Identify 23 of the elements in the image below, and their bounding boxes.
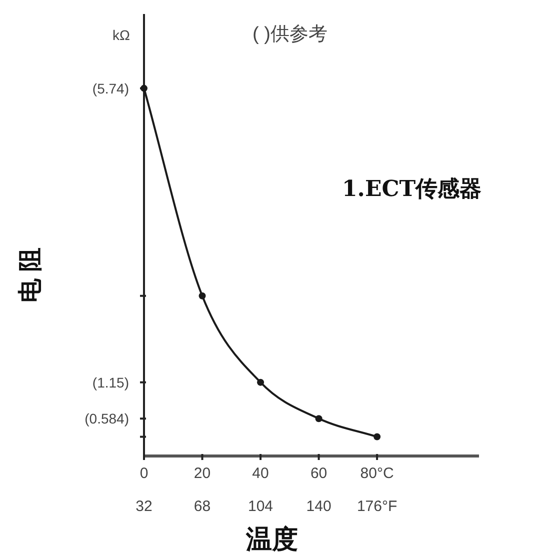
x2-tick-label: 104 xyxy=(248,498,274,515)
point xyxy=(140,84,148,92)
y-axis-title: 电 阻 xyxy=(17,248,44,302)
x-tick-label: 80°C xyxy=(360,465,394,482)
x-tick-label: 60 xyxy=(310,465,328,482)
point xyxy=(374,433,381,440)
x2-tick-label: 140 xyxy=(306,498,332,515)
x2-tick-label: 32 xyxy=(136,498,152,515)
y-tick-label: (1.15) xyxy=(92,374,129,390)
y-tick-label: (5.74) xyxy=(92,80,129,96)
point xyxy=(257,378,264,386)
text: ( )供参考 xyxy=(252,24,328,45)
x2-tick-label: 176°F xyxy=(356,498,398,515)
annotation: 1.ECT传感器 xyxy=(342,176,482,202)
point xyxy=(198,292,206,300)
x-tick-label: 0 xyxy=(140,465,148,482)
point xyxy=(315,415,322,422)
x2-tick-label: 68 xyxy=(194,498,211,515)
x-tick-label: 40 xyxy=(252,465,269,482)
text: kΩ xyxy=(112,27,130,43)
x-axis-title: 温度 xyxy=(245,524,298,554)
x-tick-label: 20 xyxy=(194,465,211,482)
y-tick-label: (0.584) xyxy=(84,410,129,427)
